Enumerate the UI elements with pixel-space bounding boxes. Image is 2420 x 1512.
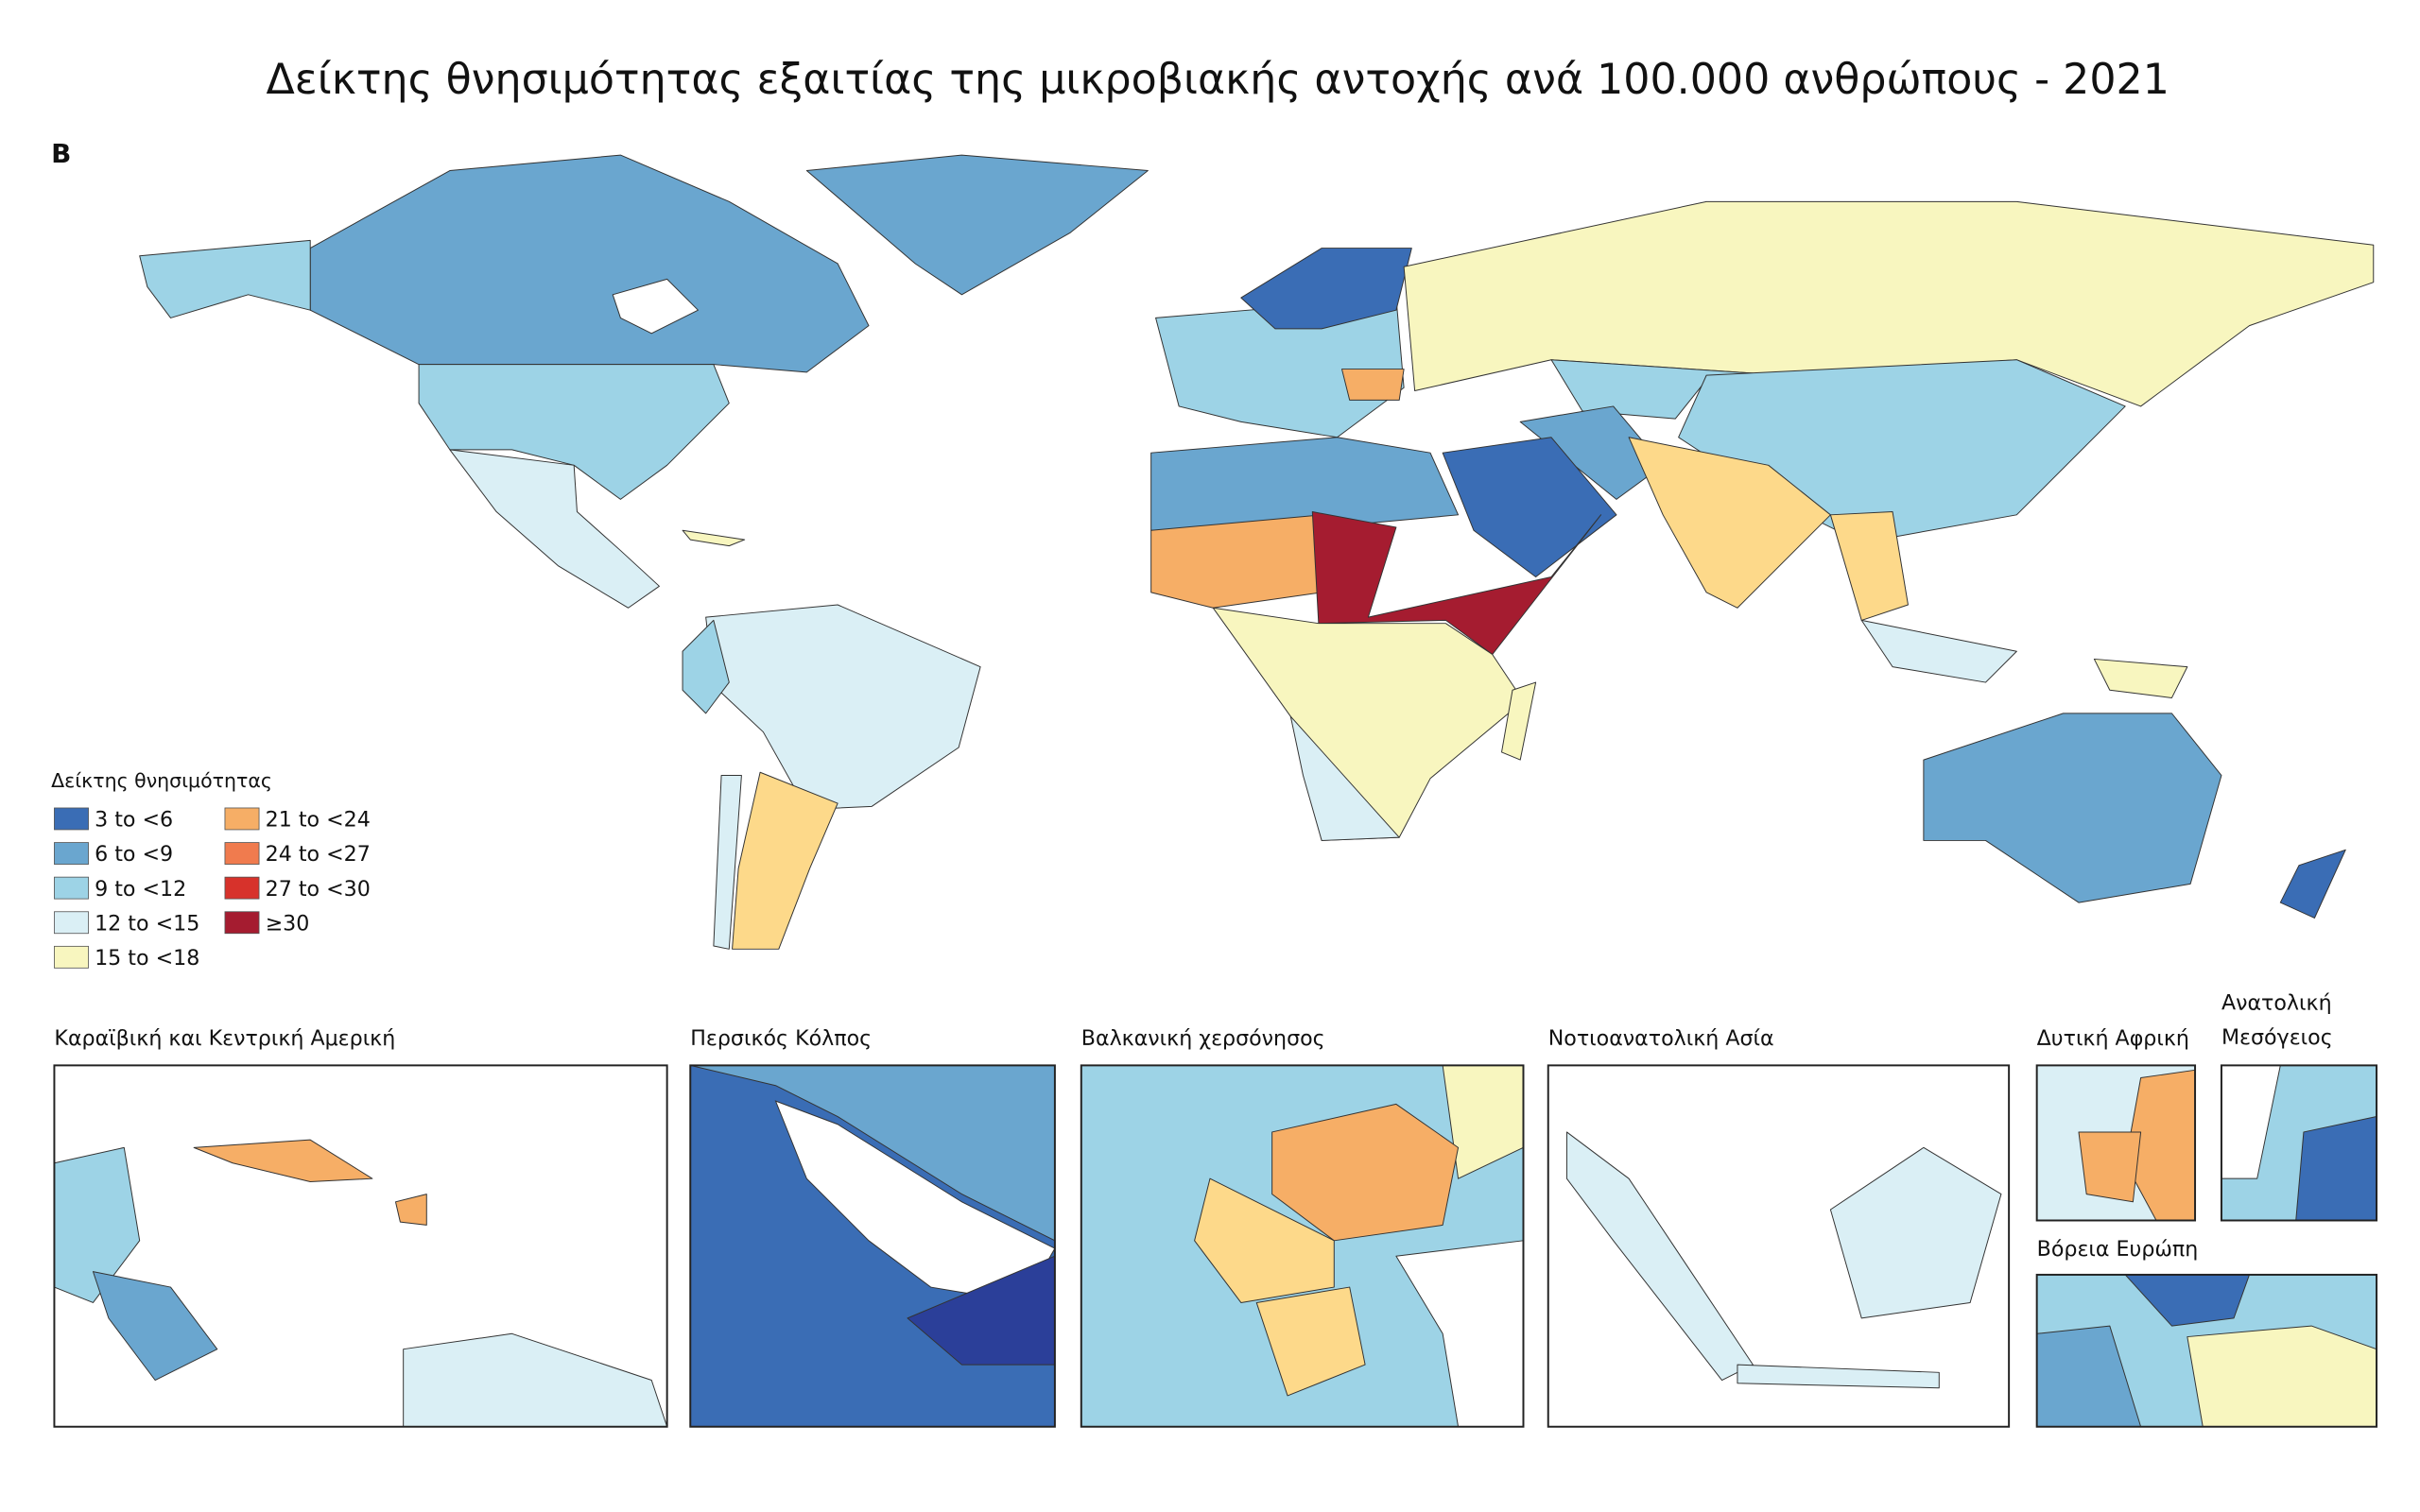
legend-label: 15 to <18 — [95, 946, 199, 971]
legend-title: Δείκτης θνησιμότητας — [51, 769, 272, 792]
inset-title: Βόρεια Ευρώπη — [2037, 1237, 2199, 1262]
insets: Καραϊβική και Κεντρική Αμερική Περσικός Κ… — [53, 990, 2378, 1428]
legend-label: ≥30 — [266, 911, 310, 936]
legend-swatch — [54, 876, 89, 900]
inset-title: Καραϊβική και Κεντρική Αμερική — [54, 1026, 395, 1051]
legend-label: 27 to <30 — [266, 877, 371, 902]
legend-swatch — [54, 807, 89, 831]
legend: Δείκτης θνησιμότητας 3 to <6 6 to <9 9 to … — [51, 769, 371, 971]
title: Δείκτης θνησιμότητας εξαιτίας της μικροβ… — [266, 56, 2169, 104]
legend-swatch — [54, 945, 89, 969]
legend-label: 6 to <9 — [95, 842, 173, 867]
legend-label: 9 to <12 — [95, 877, 186, 902]
legend-swatch — [224, 911, 260, 935]
legend-swatch — [224, 876, 260, 900]
legend-swatch — [54, 911, 89, 935]
inset-title: Νοτιοανατολική Ασία — [1548, 1026, 1774, 1051]
inset-title: Δυτική Αφρική — [2037, 1026, 2189, 1051]
legend-label: 12 to <15 — [95, 911, 199, 936]
legend-label: 3 to <6 — [95, 808, 173, 833]
world-map — [139, 154, 2375, 950]
legend-swatch — [54, 842, 89, 865]
panel-label: B — [51, 138, 71, 169]
inset-title: Βαλκανική χερσόνησος — [1081, 1026, 1325, 1051]
legend-swatch — [224, 842, 260, 865]
inset-title: Περσικός Κόλπος — [690, 1026, 872, 1051]
legend-label: 21 to <24 — [266, 808, 371, 833]
legend-label: 24 to <27 — [266, 842, 371, 867]
legend-swatch — [224, 807, 260, 831]
inset-title: Ανατολική Μεσόγειος — [2221, 990, 2333, 1049]
